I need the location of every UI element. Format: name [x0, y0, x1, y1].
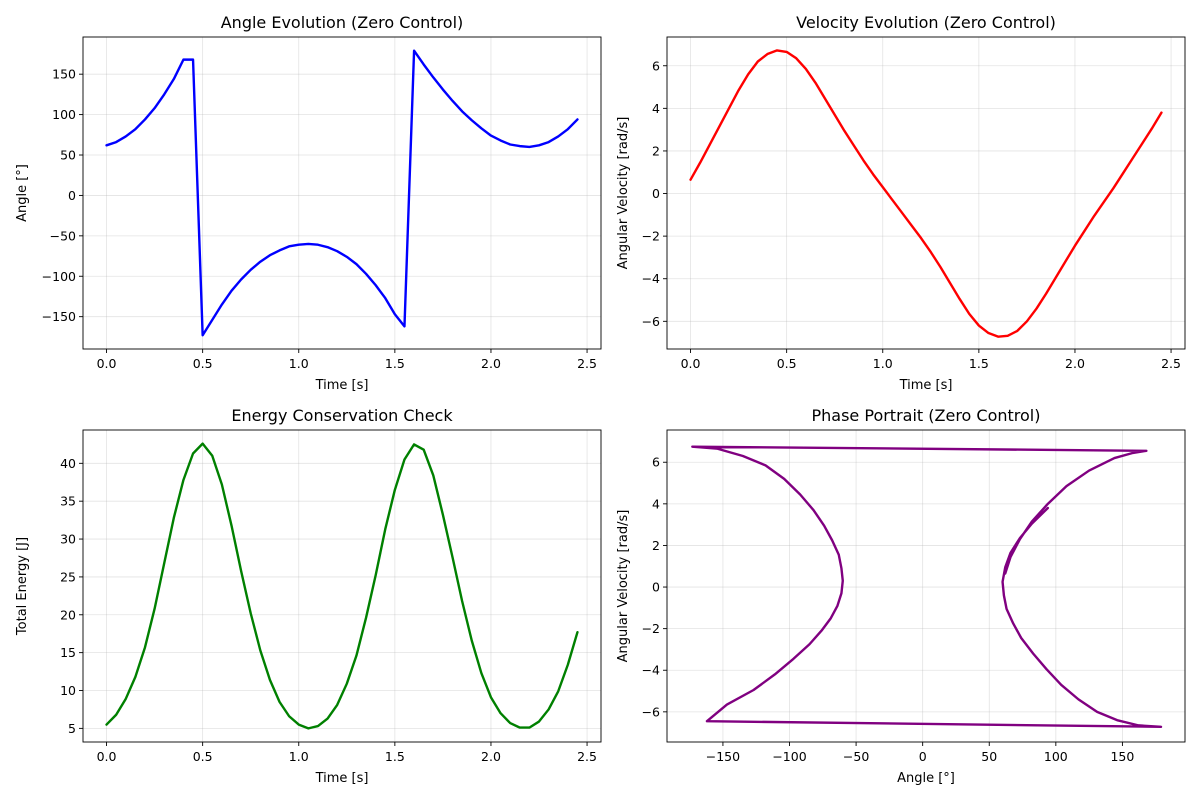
y-tick-label: −50: [50, 228, 76, 243]
x-tick-label: 0.0: [681, 356, 701, 371]
y-tick-label: −100: [42, 269, 76, 284]
y-tick-label: −150: [42, 309, 76, 324]
x-axis-label: Time [s]: [315, 378, 369, 393]
y-tick-label: 0: [652, 186, 660, 201]
x-tick-label: 1.0: [289, 356, 309, 371]
y-axis-label: Angular Velocity [rad/s]: [616, 510, 631, 663]
x-tick-label: 2.5: [577, 356, 597, 371]
x-tick-label: 1.0: [873, 356, 893, 371]
plot-frame: [82, 429, 602, 743]
y-tick-label: 15: [60, 645, 76, 660]
series-line-phase: [691, 445, 1163, 729]
y-tick-label: 25: [60, 569, 76, 584]
chart-title: Energy Conservation Check: [231, 406, 453, 425]
chart-title: Angle Evolution (Zero Control): [221, 13, 464, 32]
y-axis-label: Angular Velocity [rad/s]: [616, 117, 631, 270]
x-tick-label: 0.0: [97, 356, 117, 371]
chart-title: Phase Portrait (Zero Control): [812, 406, 1041, 425]
chart-energy: 0.0 0.5 1.0 1.5 2.0 2.5 5 10 15 20 25 30 35 40 Energy …: [15, 406, 602, 786]
x-tick-label: 2.5: [577, 749, 597, 764]
y-tick-label: −6: [642, 314, 660, 329]
x-tick-label: 2.5: [1161, 356, 1181, 371]
y-tick-label: 30: [60, 532, 76, 547]
x-tick-label: 0.5: [193, 749, 213, 764]
plot-frame: [666, 429, 1186, 743]
plot-frame: [666, 36, 1186, 350]
x-tick-label: 0.5: [777, 356, 797, 371]
x-tick-label: 1.5: [969, 356, 989, 371]
x-axis-label: Angle [°]: [897, 771, 955, 786]
y-tick-label: 50: [60, 148, 76, 163]
y-tick-label: 40: [60, 456, 76, 471]
x-tick-label: −50: [843, 749, 869, 764]
y-tick-label: 0: [652, 580, 660, 595]
y-axis-label: Total Energy [J]: [15, 537, 30, 636]
y-tick-label: −6: [642, 704, 660, 719]
x-tick-label: 100: [1044, 749, 1068, 764]
x-tick-label: 0.5: [193, 356, 213, 371]
chart-angle: 0.0 0.5 1.0 1.5 2.0 2.5 −150 −100 −50 0 50 100 150 An…: [15, 13, 602, 393]
x-tick-label: 2.0: [481, 356, 501, 371]
y-tick-label: 6: [652, 58, 660, 73]
x-tick-label: 50: [981, 749, 997, 764]
x-tick-label: 0.0: [97, 749, 117, 764]
y-tick-label: 2: [652, 143, 660, 158]
y-tick-label: 4: [652, 496, 660, 511]
series-line-velocity: [689, 49, 1163, 338]
x-tick-label: 1.0: [289, 749, 309, 764]
x-tick-label: 2.0: [481, 749, 501, 764]
series-line-energy: [105, 442, 579, 730]
chart-title: Velocity Evolution (Zero Control): [796, 13, 1056, 32]
y-tick-label: −2: [642, 229, 660, 244]
y-tick-label: 150: [52, 67, 76, 82]
chart-velocity: 0.0 0.5 1.0 1.5 2.0 2.5 −6 −4 −2 0 2 4 6 Velocity Evo…: [616, 13, 1186, 393]
y-tick-label: −4: [642, 271, 660, 286]
y-tick-label: −4: [642, 663, 660, 678]
x-tick-label: 1.5: [385, 749, 405, 764]
x-tick-label: 1.5: [385, 356, 405, 371]
y-tick-label: 5: [68, 721, 76, 736]
x-axis-label: Time [s]: [315, 771, 369, 786]
y-tick-label: 0: [68, 188, 76, 203]
x-tick-label: −150: [706, 749, 740, 764]
chart-phase: −150 −100 −50 0 50 100 150 −6 −4 −2 0 2 4 6 Phase Port…: [616, 406, 1186, 786]
series-line-angle: [105, 49, 579, 337]
plot-frame: [82, 36, 602, 350]
y-axis-label: Angle [°]: [15, 164, 30, 222]
y-tick-label: 35: [60, 494, 76, 509]
x-tick-label: −100: [772, 749, 806, 764]
y-tick-label: 10: [60, 683, 76, 698]
x-axis-label: Time [s]: [899, 378, 953, 393]
y-tick-label: 2: [652, 538, 660, 553]
y-tick-label: −2: [642, 621, 660, 636]
y-tick-label: 4: [652, 101, 660, 116]
x-tick-label: 150: [1110, 749, 1134, 764]
x-tick-label: 0: [919, 749, 927, 764]
y-tick-label: 100: [52, 107, 76, 122]
y-tick-label: 20: [60, 607, 76, 622]
y-tick-label: 6: [652, 455, 660, 470]
x-tick-label: 2.0: [1065, 356, 1085, 371]
